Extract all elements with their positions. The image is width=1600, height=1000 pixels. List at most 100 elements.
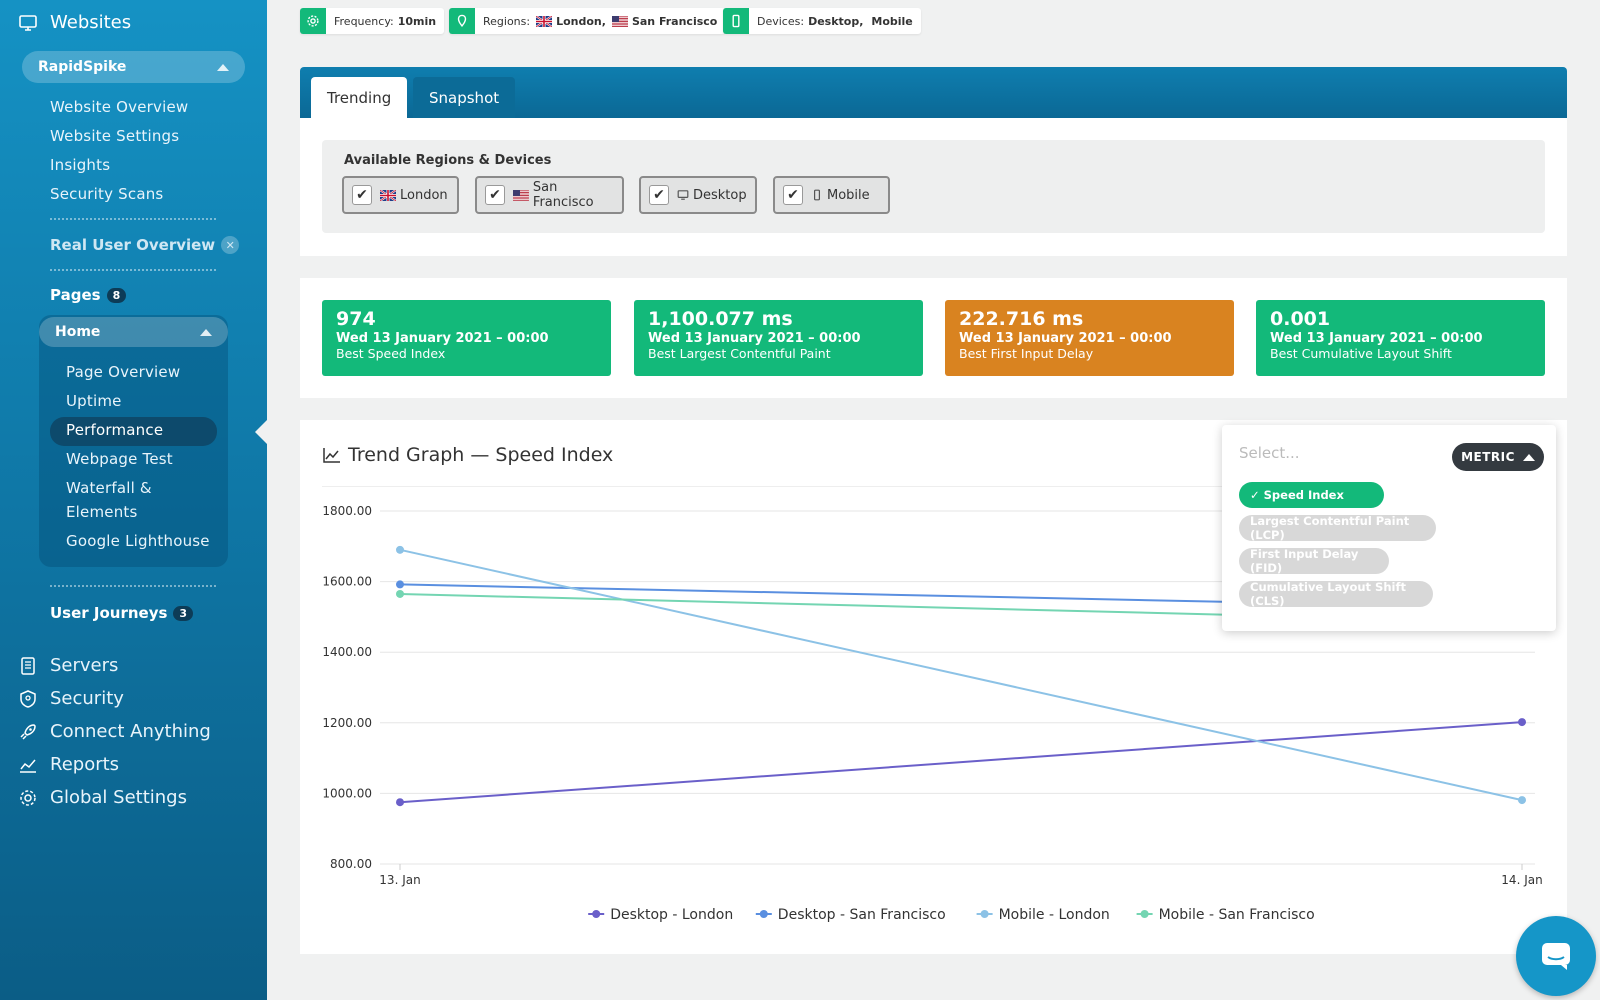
data-point bbox=[1518, 796, 1526, 805]
metric-search-input[interactable]: Select... bbox=[1239, 444, 1300, 462]
journeys-count-badge: 3 bbox=[173, 605, 194, 621]
nav-security[interactable]: Security bbox=[18, 688, 124, 709]
site-selector[interactable]: RapidSpike bbox=[22, 51, 245, 83]
nav-elements[interactable]: Elements bbox=[66, 503, 138, 521]
devices-chip[interactable]: Devices: Desktop, Mobile bbox=[723, 8, 921, 34]
divider bbox=[50, 218, 216, 220]
legend-label: Desktop - San Francisco bbox=[778, 907, 946, 923]
check-icon: ✔ bbox=[352, 185, 372, 205]
frequency-chip[interactable]: Frequency: 10min bbox=[300, 8, 445, 34]
stat-card-cls: 0.001 Wed 13 January 2021 – 00:00 Best C… bbox=[1256, 300, 1545, 376]
nav-performance[interactable]: Performance bbox=[66, 421, 164, 439]
toggle-mobile[interactable]: ✔ Mobile bbox=[773, 176, 890, 214]
option-lcp[interactable]: Largest Contentful Paint (LCP) bbox=[1239, 514, 1436, 542]
series-line bbox=[399, 548, 1523, 802]
nav-page-overview[interactable]: Page Overview bbox=[66, 363, 181, 381]
rocket-icon bbox=[20, 723, 36, 740]
mobile-icon bbox=[723, 8, 749, 34]
close-icon[interactable]: ✕ bbox=[221, 236, 240, 254]
toggle-desktop[interactable]: ✔ Desktop bbox=[639, 176, 757, 214]
stat-value: 1,100.077 ms bbox=[648, 308, 793, 330]
stat-date: Wed 13 January 2021 – 00:00 bbox=[648, 331, 861, 346]
stat-value: 0.001 bbox=[1270, 308, 1331, 330]
y-tick-label: 800.00 bbox=[330, 857, 372, 871]
nav-real-user-overview[interactable]: Real User Overview ✕ bbox=[50, 236, 240, 254]
mobile-icon bbox=[814, 189, 820, 201]
nav-reports[interactable]: Reports bbox=[18, 754, 119, 775]
toggle-london-label: London bbox=[400, 187, 448, 203]
region-london: London, bbox=[556, 14, 606, 28]
legend-label: Desktop - London bbox=[610, 907, 733, 923]
regions-label: Regions: bbox=[483, 14, 531, 28]
nav-website-overview[interactable]: Website Overview bbox=[50, 98, 189, 116]
nav-google-lighthouse[interactable]: Google Lighthouse bbox=[66, 532, 210, 550]
uk-flag-icon bbox=[536, 15, 553, 27]
stat-value: 222.716 ms bbox=[959, 308, 1084, 330]
nav-pages[interactable]: Pages 8 bbox=[50, 286, 127, 304]
uk-flag-icon bbox=[380, 189, 396, 201]
stat-date: Wed 13 January 2021 – 00:00 bbox=[959, 331, 1172, 346]
tab-trending[interactable]: Trending bbox=[311, 77, 408, 118]
journeys-label: User Journeys bbox=[50, 604, 168, 622]
data-point bbox=[396, 589, 404, 598]
websites-label: Websites bbox=[50, 12, 132, 33]
metric-button[interactable]: METRIC bbox=[1452, 443, 1544, 471]
legend-marker bbox=[592, 910, 601, 918]
collapse-icon bbox=[200, 328, 212, 336]
nav-user-journeys[interactable]: User Journeys 3 bbox=[50, 604, 194, 622]
tab-snapshot[interactable]: Snapshot bbox=[413, 77, 516, 118]
us-flag-icon bbox=[512, 189, 529, 201]
nav-website-settings[interactable]: Website Settings bbox=[50, 127, 180, 145]
websites-header[interactable]: Websites bbox=[18, 12, 131, 33]
us-flag-icon bbox=[611, 15, 628, 27]
location-pin-icon bbox=[449, 8, 475, 34]
home-page-selector[interactable]: Home bbox=[39, 317, 228, 347]
nav-waterfall[interactable]: Waterfall & bbox=[66, 479, 152, 497]
nav-uptime[interactable]: Uptime bbox=[66, 392, 122, 410]
option-speed-index[interactable]: ✓ Speed Index bbox=[1239, 482, 1384, 508]
collapse-icon bbox=[217, 63, 229, 71]
toggle-mobile-label: Mobile bbox=[827, 187, 870, 203]
option-fid[interactable]: First Input Delay (FID) bbox=[1239, 547, 1389, 575]
nav-connect-anything[interactable]: Connect Anything bbox=[18, 721, 211, 742]
frequency-label: Frequency: bbox=[334, 14, 394, 28]
nav-servers[interactable]: Servers bbox=[18, 655, 118, 676]
toggle-london[interactable]: ✔ London bbox=[342, 176, 459, 214]
gear-icon bbox=[20, 789, 36, 806]
option-cls[interactable]: Cumulative Layout Shift (CLS) bbox=[1239, 580, 1433, 608]
shield-icon bbox=[20, 689, 36, 708]
divider bbox=[322, 486, 1545, 487]
legend-label: Mobile - London bbox=[999, 907, 1110, 923]
nav-webpage-test[interactable]: Webpage Test bbox=[66, 450, 173, 468]
legend-marker bbox=[1140, 910, 1149, 918]
connect-anything-label: Connect Anything bbox=[50, 721, 211, 742]
data-point bbox=[396, 580, 404, 589]
check-icon: ✔ bbox=[649, 185, 669, 205]
gear-icon bbox=[300, 8, 326, 34]
toggle-sf-label: San Francisco bbox=[532, 180, 594, 210]
y-tick-label: 1400.00 bbox=[322, 645, 372, 659]
chat-icon bbox=[1542, 943, 1570, 970]
nav-insights[interactable]: Insights bbox=[50, 156, 111, 174]
x-tick-label: 13. Jan bbox=[379, 873, 420, 887]
pages-count-badge: 8 bbox=[106, 287, 127, 303]
region-san-francisco: San Francisco bbox=[631, 14, 718, 28]
nav-global-settings[interactable]: Global Settings bbox=[18, 787, 187, 808]
global-settings-label: Global Settings bbox=[50, 787, 187, 808]
stat-card-lcp: 1,100.077 ms Wed 13 January 2021 – 00:00… bbox=[634, 300, 923, 376]
stat-card-fid: 222.716 ms Wed 13 January 2021 – 00:00 B… bbox=[945, 300, 1234, 376]
pages-label: Pages bbox=[50, 286, 101, 304]
divider bbox=[50, 585, 216, 587]
active-item-bg bbox=[50, 417, 217, 446]
toggle-san-francisco[interactable]: ✔ San Francisco bbox=[475, 176, 624, 214]
regions-chip[interactable]: Regions: London, San Francisco bbox=[449, 8, 726, 34]
divider bbox=[50, 269, 216, 271]
reports-label: Reports bbox=[50, 754, 120, 775]
security-label: Security bbox=[50, 688, 124, 709]
frequency-value: 10min bbox=[397, 14, 437, 28]
x-tick-label: 14. Jan bbox=[1501, 873, 1542, 887]
series-line bbox=[399, 721, 1523, 804]
stat-label: Best First Input Delay bbox=[959, 346, 1094, 361]
nav-security-scans[interactable]: Security Scans bbox=[50, 185, 164, 203]
chat-button[interactable] bbox=[1516, 916, 1596, 996]
